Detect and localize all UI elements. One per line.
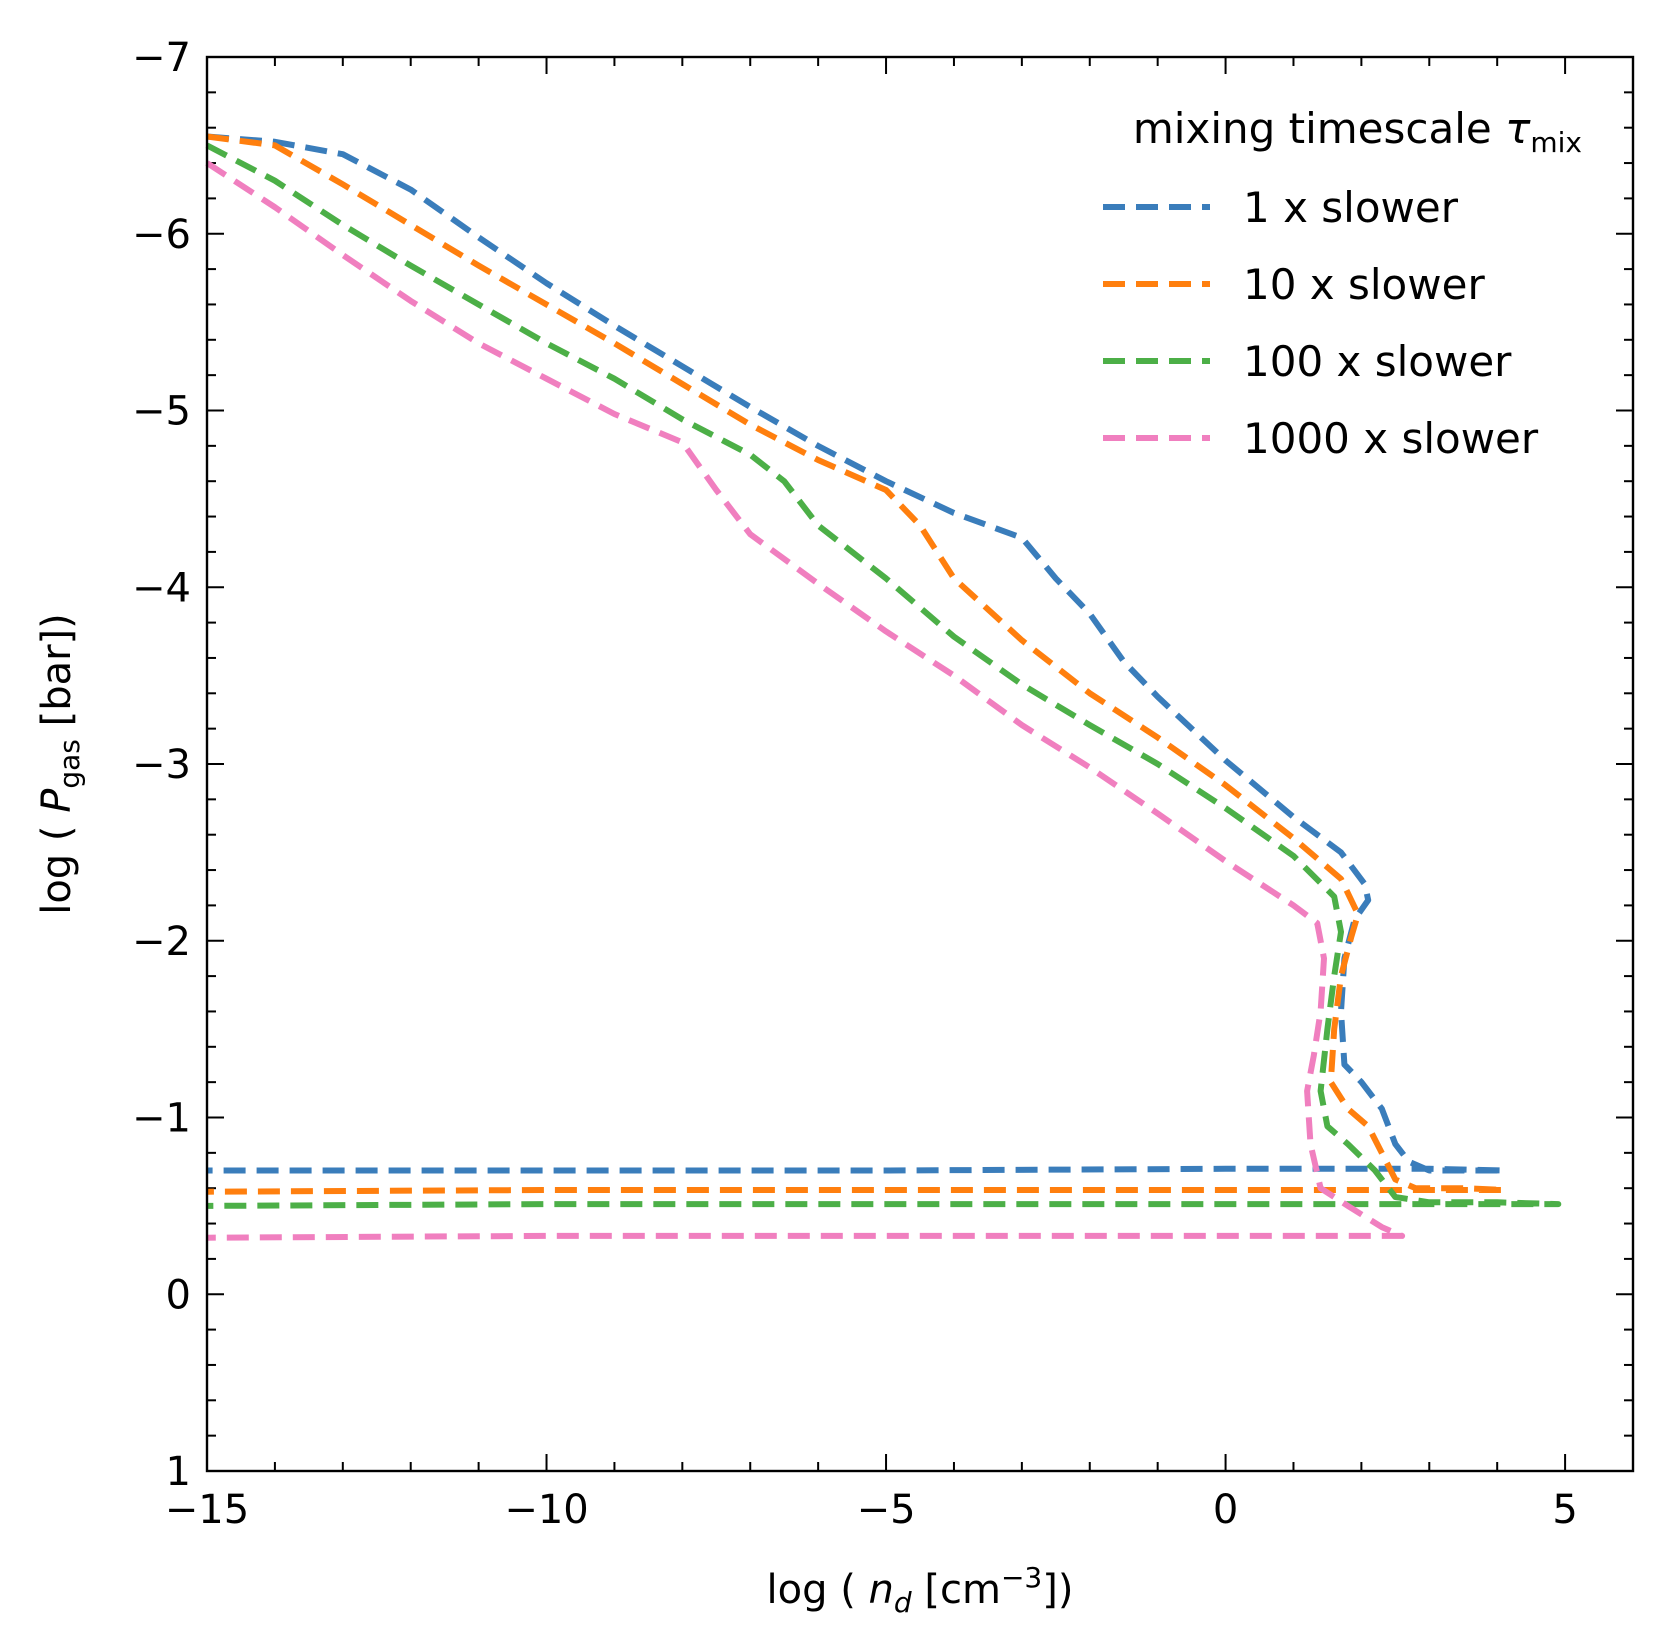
plot-frame <box>205 55 1635 1473</box>
legend-title-symbol: τ <box>1505 104 1531 153</box>
y-axis-title: log ( Pgas [bar]) <box>34 613 86 915</box>
y-tick-label: −7 <box>132 35 191 81</box>
series-line-4 <box>205 160 1406 1241</box>
x-title-prefix: log ( <box>767 1567 869 1613</box>
y-tick-label: −6 <box>132 212 191 258</box>
legend: mixing timescale τmix 1 x slower 10 x slo… <box>1103 104 1582 463</box>
y-title-prefix: log ( <box>34 813 80 915</box>
legend-label-1: 1 x slower <box>1243 183 1459 232</box>
y-tick-label: −3 <box>132 742 191 788</box>
tick-labels: −15 −10 −5 0 5−7−6−5−4−3−2−101 <box>132 35 1578 1533</box>
x-title-suffix: ]) <box>1042 1567 1073 1613</box>
y-tick-label: −5 <box>132 389 191 435</box>
y-tick-label: 0 <box>166 1272 191 1318</box>
y-tick-label: −1 <box>132 1096 191 1142</box>
y-tick-label: −4 <box>132 565 191 611</box>
y-tick-label: −2 <box>132 919 191 965</box>
series-line-1 <box>206 133 1507 1174</box>
x-tick-label: 0 <box>1213 1487 1238 1533</box>
legend-label-2: 10 x slower <box>1243 260 1485 309</box>
legend-title-prefix: mixing timescale <box>1133 104 1505 153</box>
x-tick-label: −15 <box>165 1487 249 1533</box>
x-title-mid: [cm <box>912 1567 1001 1613</box>
x-title-sub: d <box>894 1586 912 1619</box>
legend-label-3: 100 x slower <box>1243 337 1512 386</box>
y-tick-label: 1 <box>166 1449 191 1495</box>
x-tick-label: 5 <box>1552 1487 1577 1533</box>
x-title-var: n <box>869 1567 894 1613</box>
x-tick-label: −10 <box>504 1487 588 1533</box>
y-title-sub: gas <box>53 739 86 789</box>
y-title-var: P <box>34 788 80 813</box>
series-line-2 <box>206 133 1507 1195</box>
legend-title-sub: mix <box>1530 126 1582 159</box>
x-axis-title: log ( nd [cm−3]) <box>767 1561 1074 1619</box>
series-line-3 <box>205 142 1562 1209</box>
x-tick-label: −5 <box>857 1487 916 1533</box>
ticks <box>206 56 1634 1472</box>
series-layer <box>205 133 1562 1241</box>
legend-entries: 1 x slower 10 x slower 100 x slower 1000 x … <box>1103 183 1539 463</box>
y-title-suffix: [bar]) <box>34 613 80 739</box>
legend-label-4: 1000 x slower <box>1243 414 1539 463</box>
legend-title: mixing timescale τmix <box>1133 104 1582 159</box>
x-title-sup: −3 <box>1001 1561 1042 1594</box>
